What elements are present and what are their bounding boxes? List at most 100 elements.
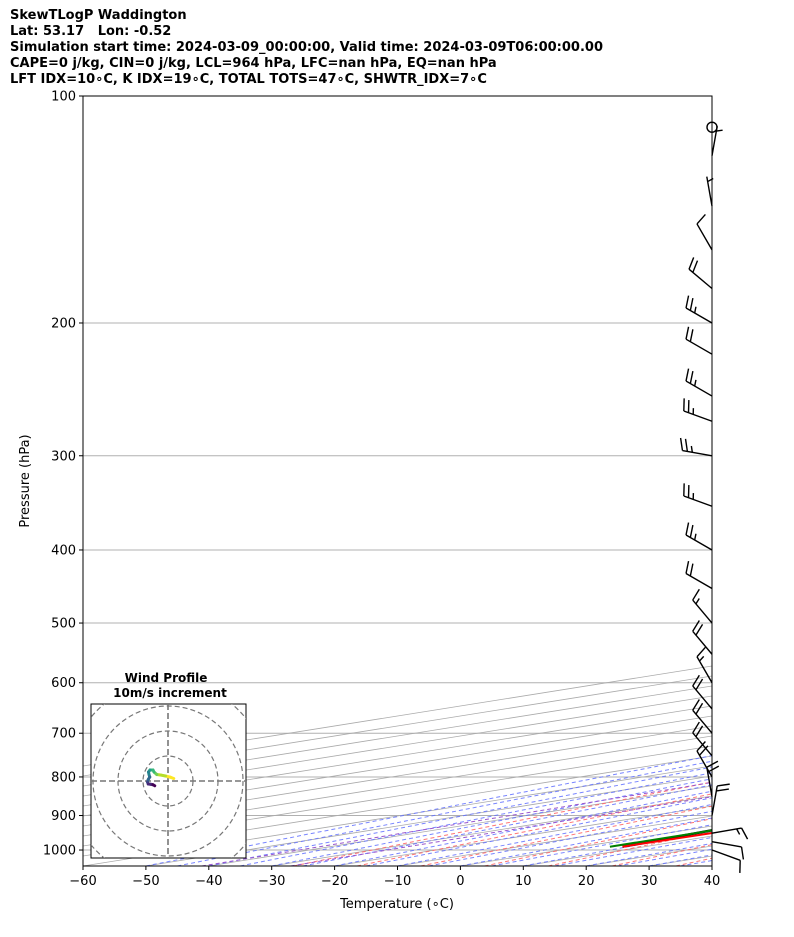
y-tick-label: 300 [51,449,76,464]
barb-flag [689,524,694,538]
y-tick-label: 400 [51,543,76,558]
barb-shaft [706,767,713,797]
barb-flag [692,620,700,632]
isotherm-line [83,735,712,837]
barb-flag [696,214,706,225]
barb-shaft [706,176,713,207]
moist-adiabat [586,842,712,866]
isotherm-line [523,835,712,866]
barb-flag [685,561,690,574]
profile-lines [609,828,712,848]
mixing-ratio-line [201,781,712,866]
stability-line: CAPE=0 j/kg, CIN=0 j/kg, LCL=964 hPa, LF… [10,56,497,71]
wind-barb [692,721,713,757]
moist-adiabat [460,817,712,866]
barb-flag [685,295,690,309]
barb-half-flag [698,655,705,662]
index-line: LFT IDX=10∘C, K IDX=19∘C, TOTAL TOTS=47∘… [10,72,487,87]
barb-flag [689,563,694,577]
barb-half-flag [695,598,700,605]
barb-flag [695,702,704,715]
moist-adiabat [491,824,712,866]
barb-flag [717,783,730,787]
barb-flag [696,741,706,752]
barb-flag [695,623,704,636]
moist-adiabat [240,772,712,866]
barb-flag [679,437,684,451]
barb-flag [689,371,694,384]
barb-flag [685,326,690,340]
barb-half-flag [693,533,697,541]
x-tick-label: −10 [384,874,411,889]
wind-barb [679,437,713,457]
x-tick-label: 0 [456,874,464,889]
isotherm-line [649,855,712,866]
x-tick-label: 30 [641,874,658,889]
moist-adiabat [303,784,712,866]
barb-half-flag [693,379,697,387]
dry-adiabat [356,793,712,866]
y-tick-label: 900 [51,809,76,824]
barb-flag [692,260,699,273]
x-tick-label: −40 [195,874,222,889]
wind-barb [696,646,713,684]
isotherm-line [271,795,712,866]
barb-flag [695,678,704,691]
isotherm-line [711,865,712,866]
barb-flag [685,522,690,536]
y-tick-label: 100 [51,90,76,105]
chart-title: SkewTLogP Waddington [10,8,187,23]
dry-adiabat [740,96,794,866]
barb-flag [698,745,709,756]
grid-layer [83,96,794,866]
wind-barb [706,176,714,207]
location-line: Lat: 53.17 Lon: -0.52 [10,24,172,39]
moist-adiabat [271,778,712,866]
wind-barb [711,827,749,840]
barb-flag [692,674,700,687]
calm-circle [706,121,718,133]
barb-flag [692,588,700,601]
inset-subtitle: 10m/s increment [113,686,227,700]
dry-adiabat [484,818,712,866]
cape-cin-area [622,830,712,847]
moist-adiabat [397,803,712,866]
wind-barb [692,588,713,624]
barb-half-flag [690,445,693,453]
x-tick-label: 10 [515,874,532,889]
mixing-ratio-line [290,796,712,866]
isotherm-line [397,815,712,866]
wind-barb [711,841,745,860]
barb-flag [692,699,700,711]
moist-adiabat [366,797,712,866]
moist-adiabat [617,848,712,866]
x-tick-label: 40 [704,874,721,889]
wind-barb [685,326,713,355]
inset-title: Wind Profile [125,671,208,685]
isotherm-line [83,665,712,767]
y-tick-label: 500 [51,617,76,632]
dry-adiabat [420,805,712,866]
wind-barb [683,483,713,507]
barb-flag [692,721,700,734]
barb-half-flag [736,828,741,835]
wind-barb [696,214,713,251]
y-tick-label: 1000 [43,844,76,859]
wind-barb [685,295,713,324]
chart-header: SkewTLogP Waddington Lat: 53.17 Lon: -0.… [10,8,603,88]
x-axis-label: Temperature (∘C) [339,897,454,912]
cape-shading [622,830,712,847]
wind-barb [711,783,730,816]
wind-barb [683,398,713,422]
temperature-line [622,831,712,848]
barb-flag [696,646,706,658]
barb-flag [688,257,695,270]
barb-flag [707,765,720,773]
moist-adiabat [523,830,712,866]
barb-shaft [696,223,713,251]
wind-barb [696,741,713,778]
x-tick-label: −20 [321,874,348,889]
moist-adiabat [554,836,712,866]
isotherm-line [83,685,712,787]
